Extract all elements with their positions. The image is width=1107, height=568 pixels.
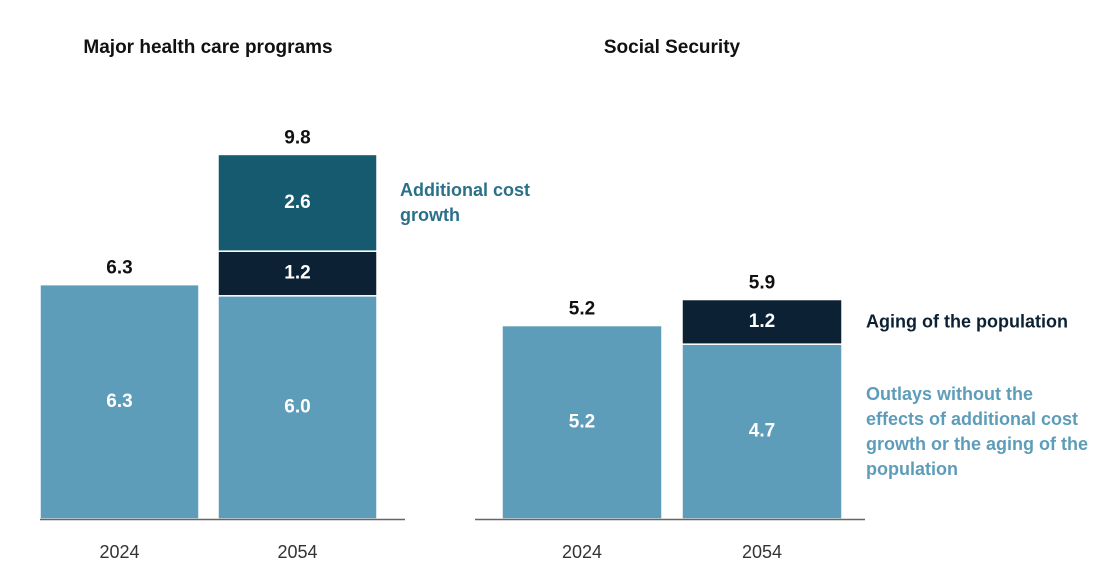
x-tick-label: 2054 [277,542,317,562]
value-label: 6.3 [106,391,132,412]
value-label: 5.2 [569,411,595,432]
chart-title: Social Security [604,37,741,58]
value-label: 4.7 [749,421,775,442]
chart-title: Major health care programs [83,37,332,58]
bar-segment [501,324,663,520]
bar-segment [217,153,378,252]
value-label: 1.2 [749,311,775,332]
total-label: 6.3 [106,258,132,279]
value-label: 2.6 [284,192,310,213]
total-label: 5.9 [749,273,775,294]
total-label: 5.2 [569,299,595,320]
series-label: Outlays without the effects of additiona… [866,383,1088,479]
series-label: Aging of the population [866,311,1068,332]
x-tick-label: 2024 [562,542,602,562]
bar-segment [39,283,200,520]
bar-segment [681,343,843,520]
x-tick-label: 2024 [99,542,139,562]
x-tick-label: 2054 [742,542,782,562]
value-label: 6.0 [284,396,310,417]
value-label: 1.2 [284,262,310,283]
series-label: Additional cost growth [400,179,530,225]
total-label: 9.8 [284,127,310,148]
bar-segment [217,295,378,520]
bar-segment [681,298,843,345]
